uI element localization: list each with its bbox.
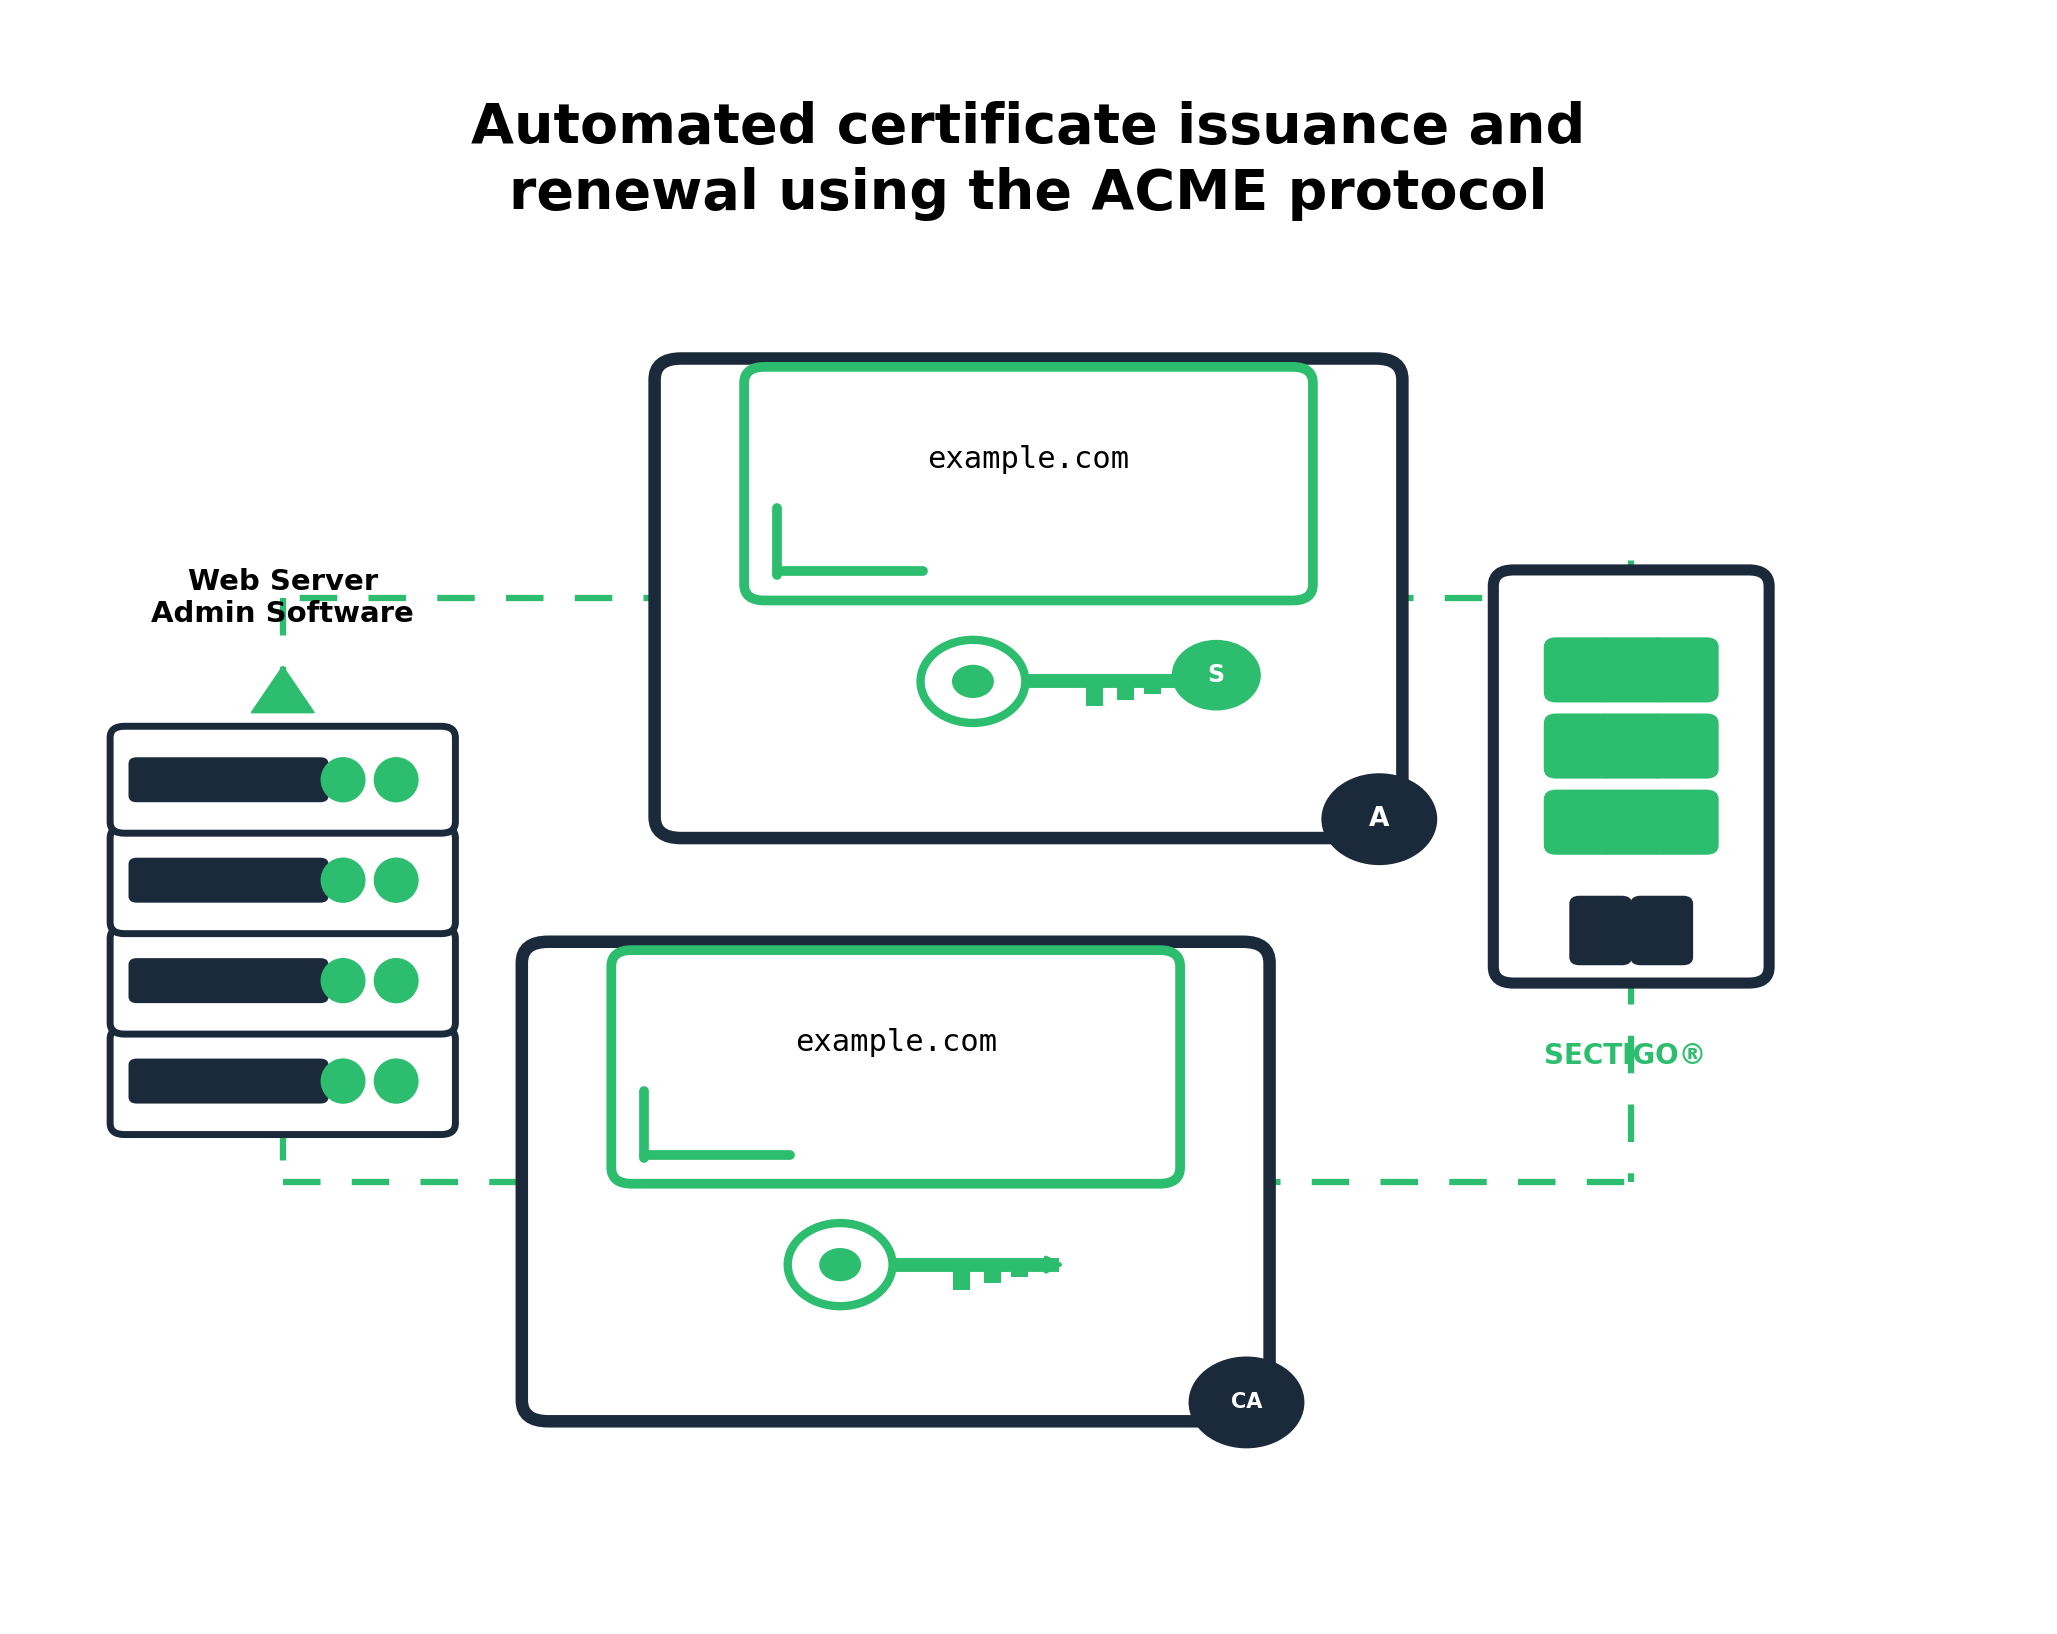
Ellipse shape bbox=[374, 757, 420, 802]
Circle shape bbox=[952, 665, 994, 698]
FancyBboxPatch shape bbox=[1596, 789, 1666, 855]
FancyBboxPatch shape bbox=[128, 757, 329, 802]
Circle shape bbox=[788, 1224, 893, 1306]
FancyBboxPatch shape bbox=[128, 1059, 329, 1103]
FancyBboxPatch shape bbox=[1631, 895, 1693, 966]
FancyBboxPatch shape bbox=[1086, 681, 1103, 706]
Ellipse shape bbox=[321, 1059, 366, 1103]
Circle shape bbox=[1172, 641, 1261, 711]
Ellipse shape bbox=[321, 858, 366, 904]
FancyBboxPatch shape bbox=[1648, 789, 1720, 855]
Ellipse shape bbox=[321, 958, 366, 1003]
FancyBboxPatch shape bbox=[111, 725, 455, 833]
FancyBboxPatch shape bbox=[1117, 681, 1133, 699]
FancyBboxPatch shape bbox=[1648, 637, 1720, 703]
Text: example.com: example.com bbox=[928, 444, 1129, 474]
FancyBboxPatch shape bbox=[1493, 570, 1769, 984]
FancyBboxPatch shape bbox=[1012, 1265, 1028, 1278]
FancyBboxPatch shape bbox=[745, 368, 1312, 600]
Ellipse shape bbox=[321, 757, 366, 802]
FancyBboxPatch shape bbox=[111, 1028, 455, 1134]
Circle shape bbox=[1189, 1356, 1304, 1448]
Circle shape bbox=[819, 1248, 862, 1281]
FancyBboxPatch shape bbox=[654, 358, 1403, 838]
Text: Web Server
Admin Software: Web Server Admin Software bbox=[152, 569, 413, 629]
FancyBboxPatch shape bbox=[1596, 714, 1666, 779]
FancyBboxPatch shape bbox=[111, 827, 455, 933]
FancyBboxPatch shape bbox=[983, 1265, 1002, 1283]
FancyBboxPatch shape bbox=[1596, 637, 1666, 703]
Text: example.com: example.com bbox=[794, 1028, 998, 1057]
Polygon shape bbox=[251, 667, 315, 712]
Text: Automated certificate issuance and
renewal using the ACME protocol: Automated certificate issuance and renew… bbox=[471, 101, 1586, 221]
Text: SECTIGO®: SECTIGO® bbox=[1545, 1042, 1705, 1070]
Text: S: S bbox=[1207, 663, 1224, 688]
Text: CA: CA bbox=[1230, 1392, 1263, 1412]
FancyBboxPatch shape bbox=[1569, 895, 1631, 966]
FancyBboxPatch shape bbox=[611, 949, 1181, 1183]
Circle shape bbox=[1321, 773, 1438, 864]
Polygon shape bbox=[1600, 575, 1662, 623]
FancyBboxPatch shape bbox=[1648, 714, 1720, 779]
FancyBboxPatch shape bbox=[1543, 714, 1615, 779]
FancyBboxPatch shape bbox=[952, 1265, 971, 1289]
FancyBboxPatch shape bbox=[128, 858, 329, 902]
Text: A: A bbox=[1370, 806, 1388, 832]
FancyBboxPatch shape bbox=[1543, 789, 1615, 855]
Circle shape bbox=[922, 641, 1024, 722]
Ellipse shape bbox=[374, 858, 420, 904]
FancyBboxPatch shape bbox=[128, 958, 329, 1003]
FancyBboxPatch shape bbox=[111, 926, 455, 1034]
Ellipse shape bbox=[374, 1059, 420, 1103]
FancyBboxPatch shape bbox=[1144, 681, 1160, 694]
FancyBboxPatch shape bbox=[522, 941, 1269, 1422]
Ellipse shape bbox=[374, 958, 420, 1003]
FancyBboxPatch shape bbox=[1543, 637, 1615, 703]
